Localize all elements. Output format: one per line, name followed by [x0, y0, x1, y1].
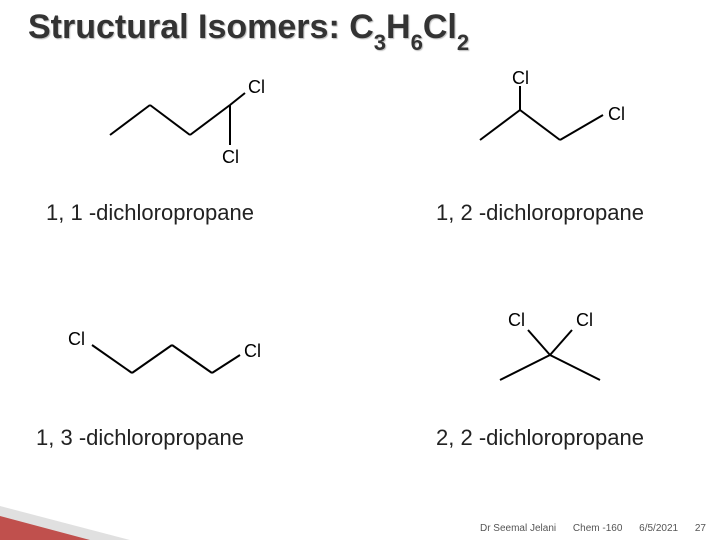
title-sub2: 6 [411, 30, 423, 55]
isomer-label: 1, 3 -dichloropropane [0, 425, 320, 451]
title-prefix: Structural Isomers: C [28, 8, 374, 46]
title-sub1: 3 [374, 30, 386, 55]
structure-1-3: Cl Cl [60, 315, 280, 405]
isomer-grid: Cl Cl 1, 1 -dichloropropane Cl Cl 1, 2 -… [0, 70, 720, 500]
atom-cl: Cl [508, 310, 525, 330]
footer-author: Dr Seemal Jelani [480, 523, 556, 534]
slide-footer: Dr Seemal Jelani Chem -160 6/5/2021 27 [480, 523, 706, 534]
structure-1-1: Cl Cl [90, 75, 290, 175]
corner-accent [0, 516, 90, 540]
atom-cl: Cl [576, 310, 593, 330]
footer-page: 27 [695, 523, 706, 534]
footer-date: 6/5/2021 [639, 523, 678, 534]
structure-2-2: Cl Cl [480, 310, 640, 400]
atom-cl: Cl [248, 77, 265, 97]
isomer-label: 1, 1 -dichloropropane [0, 200, 330, 226]
atom-cl: Cl [68, 329, 85, 349]
atom-cl: Cl [222, 147, 239, 167]
cell-1-1-dichloropropane: Cl Cl 1, 1 -dichloropropane [0, 70, 360, 285]
atom-cl: Cl [608, 104, 625, 124]
atom-cl: Cl [244, 341, 261, 361]
cell-1-2-dichloropropane: Cl Cl 1, 2 -dichloropropane [360, 70, 720, 285]
atom-cl: Cl [512, 70, 529, 88]
cell-1-3-dichloropropane: Cl Cl 1, 3 -dichloropropane [0, 285, 360, 500]
slide-title: Structural Isomers: C3H6Cl2 [28, 8, 469, 52]
cell-2-2-dichloropropane: Cl Cl 2, 2 -dichloropropane [360, 285, 720, 500]
structure-1-2: Cl Cl [460, 70, 660, 170]
title-mid1: H [386, 8, 411, 46]
isomer-label: 1, 2 -dichloropropane [360, 200, 720, 226]
title-mid2: Cl [423, 8, 457, 46]
title-sub3: 2 [457, 30, 469, 55]
footer-course: Chem -160 [573, 523, 622, 534]
isomer-label: 2, 2 -dichloropropane [360, 425, 720, 451]
